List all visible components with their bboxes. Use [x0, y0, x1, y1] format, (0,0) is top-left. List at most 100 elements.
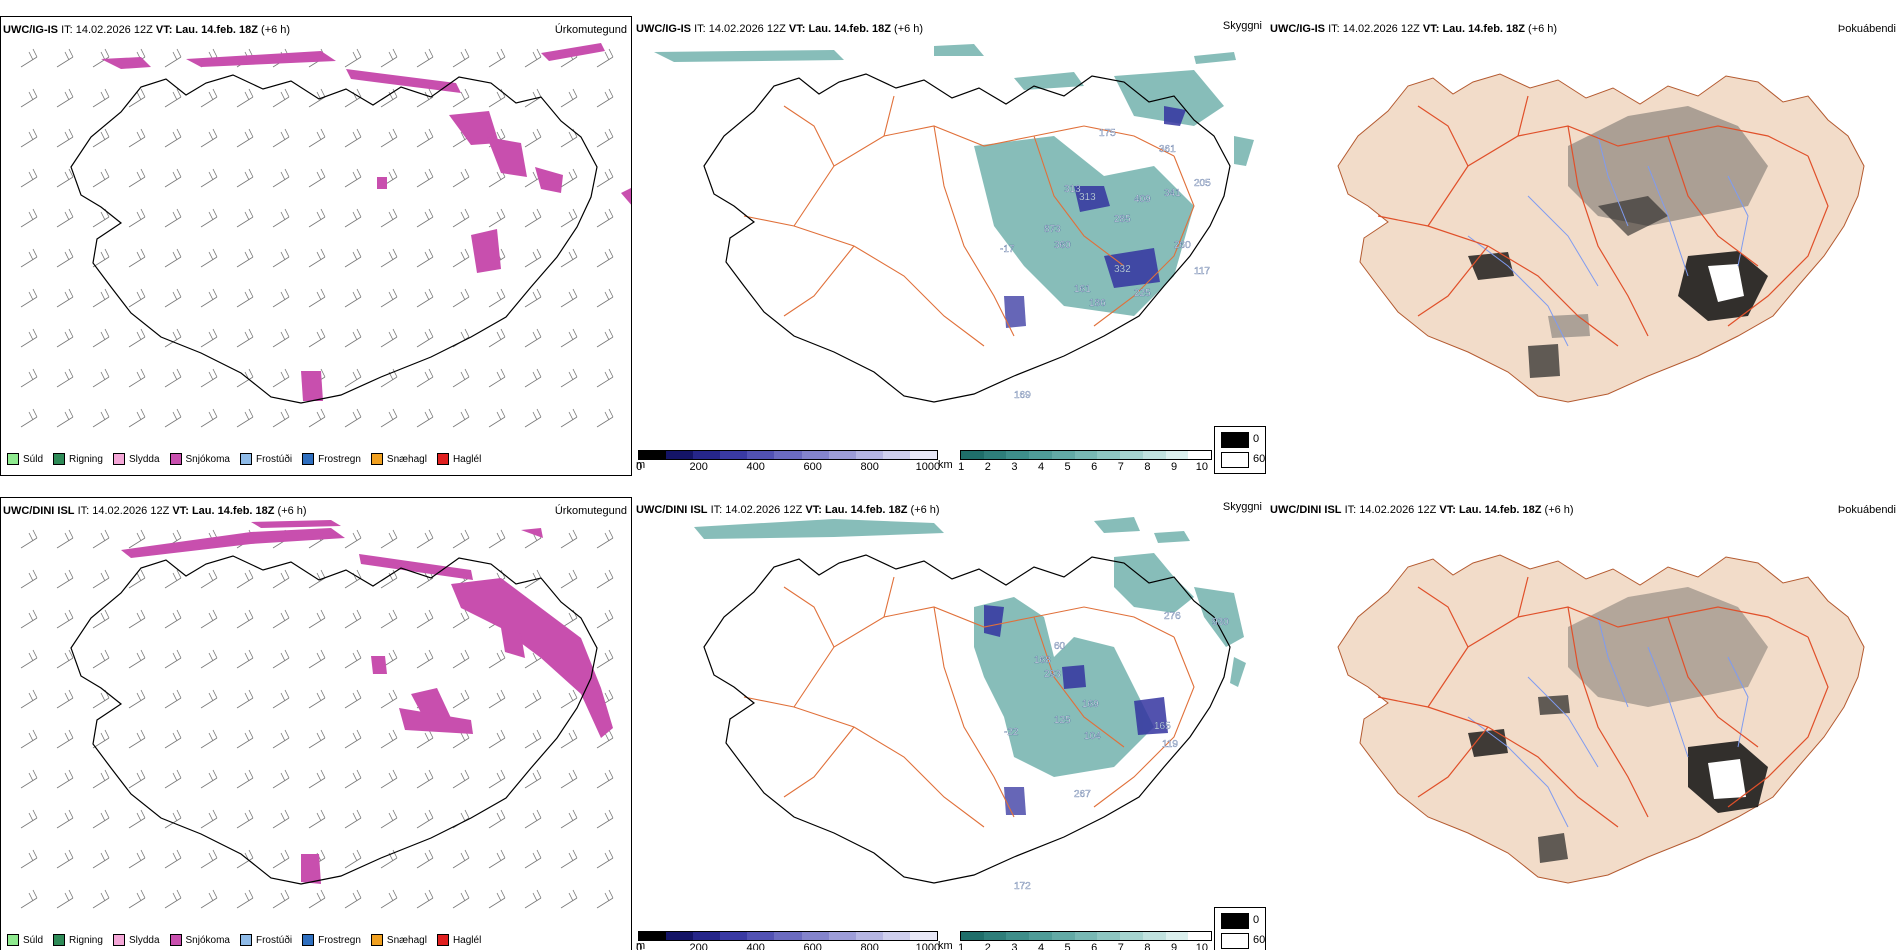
wind-barb — [560, 408, 578, 428]
wind-barb — [452, 849, 470, 869]
colorbar-segment — [1029, 932, 1052, 940]
iceland-land — [1337, 73, 1865, 403]
visibility-value-label: 313 — [1079, 192, 1096, 203]
wind-barb — [596, 769, 614, 789]
colorbar-tick-label: 10 — [1195, 942, 1208, 950]
wind-barb — [128, 168, 146, 188]
vt-label: VT: — [788, 23, 806, 35]
wind-barb — [200, 208, 218, 228]
colorbar-tick-label: 3 — [1011, 942, 1018, 950]
lead-time: (+6 h) — [277, 505, 307, 517]
visibility-value-label: 361 — [1159, 144, 1176, 155]
wind-barb — [20, 408, 38, 428]
wind-barb — [452, 368, 470, 388]
it-value: 14.02.2026 12Z — [92, 505, 170, 517]
wind-barb — [20, 609, 38, 629]
wind-barb — [524, 809, 542, 829]
wind-barb — [236, 128, 254, 148]
wind-barb — [380, 288, 398, 308]
colorbar-segment — [774, 932, 802, 940]
swatch — [370, 934, 383, 946]
wind-barb — [380, 889, 398, 909]
wind-barb — [344, 609, 362, 629]
snow-areas — [101, 43, 631, 401]
wind-barb — [596, 609, 614, 629]
wind-barb — [200, 769, 218, 789]
legend-item-snow-pellets: Snæhagl — [370, 934, 427, 946]
fog-panel-row1: UWC/IG-IS IT: 14.02.2026 12Z VT: Lau. 14… — [1268, 16, 1900, 476]
wind-barb — [236, 328, 254, 348]
colorbar-segment — [747, 932, 775, 940]
visibility-colorbar-labels: 1 2 3 4 5 6 7 8 9 10 — [958, 461, 1212, 473]
visibility-value-label: 104 — [1084, 731, 1101, 742]
wind-barb — [164, 729, 182, 749]
wind-barb — [164, 368, 182, 388]
it-label: IT: — [1344, 504, 1357, 516]
legend-label: Snæhagl — [386, 934, 427, 946]
vt-value: Lau. 14.feb. 18Z — [808, 23, 891, 35]
wind-barb — [416, 849, 434, 869]
wind-barb — [416, 128, 434, 148]
visibility-unit: km — [938, 459, 953, 471]
wind-barb — [452, 408, 470, 428]
wind-barb — [56, 248, 74, 268]
colorbar-segment — [774, 451, 802, 459]
wind-barb — [308, 769, 326, 789]
wind-barb — [452, 248, 470, 268]
wind-barb — [20, 889, 38, 909]
wind-barb — [344, 248, 362, 268]
wind-barb — [128, 128, 146, 148]
wind-barb — [488, 689, 506, 709]
wind-barb — [452, 168, 470, 188]
vt-value: Lau. 14.feb. 18Z — [824, 504, 908, 516]
colorbar-segment — [720, 932, 748, 940]
fog-legend: 0 60 — [1214, 426, 1266, 474]
height-colorbar: 0 200 400 600 800 1000 m — [636, 450, 940, 473]
wind-barb — [200, 649, 218, 669]
visibility-value-label: 169 — [1014, 390, 1031, 401]
fog-swatch-0 — [1221, 432, 1249, 448]
wind-barb — [164, 609, 182, 629]
wind-barb — [596, 48, 614, 68]
legend-label: Rigning — [69, 453, 103, 465]
legend-item-rain: Rigning — [53, 934, 103, 946]
swatch — [53, 453, 66, 465]
wind-barb — [488, 408, 506, 428]
wind-barb — [524, 208, 542, 228]
wind-barb — [416, 288, 434, 308]
wind-barb — [56, 609, 74, 629]
model-name: UWC/IG-IS — [3, 24, 58, 36]
wind-barb — [380, 248, 398, 268]
colorbar-tick-label: 200 — [689, 461, 708, 473]
wind-barb — [20, 689, 38, 709]
wind-barb — [236, 88, 254, 108]
colorbar-tick-label: 6 — [1091, 461, 1098, 473]
wind-barb — [344, 809, 362, 829]
visibility-value-label: 60 — [1054, 641, 1066, 652]
swatch — [302, 934, 315, 946]
wind-barb — [488, 769, 506, 789]
wind-barb — [524, 849, 542, 869]
visibility-value-label: 267 — [1074, 789, 1091, 800]
wind-barb — [92, 729, 110, 749]
wind-barb — [308, 689, 326, 709]
swatch — [169, 453, 182, 465]
wind-barb — [236, 889, 254, 909]
wind-barb — [380, 769, 398, 789]
panel-type-label: Úrkomutegund — [554, 505, 627, 517]
iceland-outline — [703, 73, 1231, 403]
wind-barb — [380, 609, 398, 629]
colorbar-segment — [693, 932, 721, 940]
colorbar-tick-label: 1000 — [915, 942, 941, 950]
wind-barb — [272, 689, 290, 709]
legend-item-sleet: Slydda — [112, 453, 160, 465]
wind-barb — [20, 128, 38, 148]
colorbar-segment — [1165, 932, 1189, 940]
wind-barb — [560, 569, 578, 589]
wind-barb — [308, 328, 326, 348]
wind-barb — [560, 168, 578, 188]
wind-barb — [560, 729, 578, 749]
wind-barb — [308, 168, 326, 188]
wind-barb — [596, 128, 614, 148]
wind-barb — [272, 609, 290, 629]
